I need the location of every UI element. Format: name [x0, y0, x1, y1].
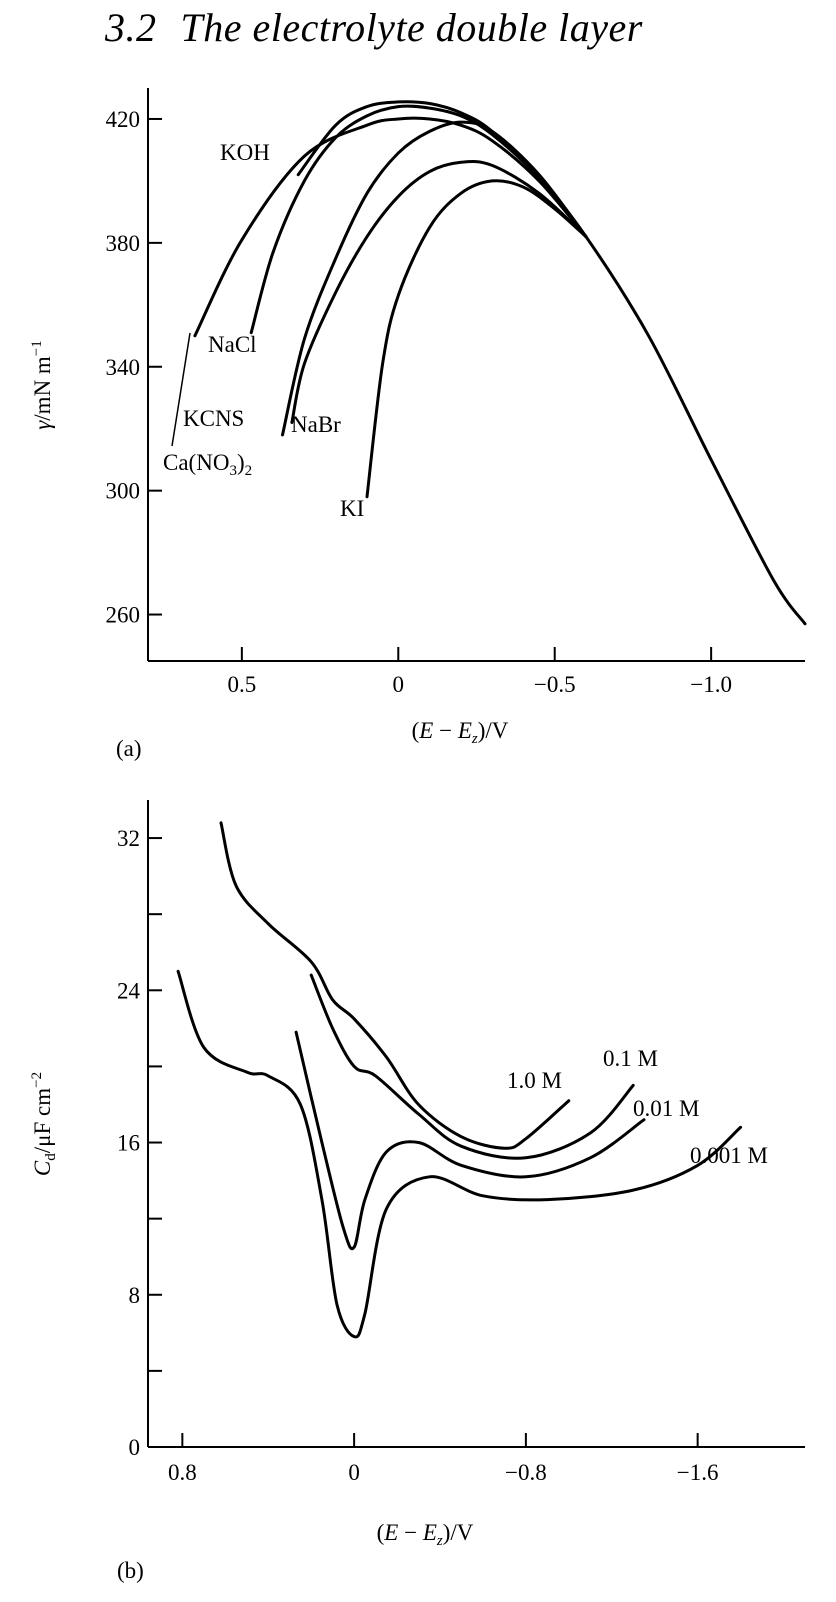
panel-a-y-axis-label: γ/mN m−1 — [29, 340, 55, 430]
panel-a-ticks: 260 300 340 380 420 0.5 0 −0.5 −1.0 — [106, 107, 733, 697]
curve-label-0-1m: 0.1 M — [603, 1046, 658, 1071]
curve-label-nabr: NaBr — [291, 412, 341, 437]
curve-label-ki: KI — [340, 496, 364, 521]
section-title: The electrolyte double layer — [180, 5, 643, 50]
series-line-0-1-m — [309, 973, 635, 1160]
y-tick-label: 16 — [117, 1131, 140, 1156]
panel-b-ticks: 0 8 16 24 32 0.8 0 −0.8 −1.6 — [117, 826, 719, 1485]
series-line-1-0-m — [219, 821, 571, 1150]
y-tick-label: 300 — [106, 479, 141, 504]
x-tick-label: 0.8 — [168, 1460, 197, 1485]
series-line-nacl — [249, 104, 588, 335]
panel-b-x-axis-label: (E − Ez)/V — [377, 1520, 474, 1549]
y-tick-label: 8 — [129, 1283, 141, 1308]
x-tick-label: 0 — [348, 1460, 360, 1485]
curve-label-1-0m: 1.0 M — [507, 1068, 562, 1093]
y-tick-label: 0 — [129, 1435, 141, 1460]
y-tick-label: 340 — [106, 355, 141, 380]
panel-b-label: (b) — [117, 1558, 144, 1583]
curve-label-koh: KOH — [220, 140, 270, 165]
series-line-kcns — [281, 120, 588, 437]
curve-label-nacl: NaCl — [208, 332, 257, 357]
x-tick-label: 0 — [393, 672, 405, 697]
panel-b-y-axis-label: Cd/μF cm−2 — [29, 1072, 59, 1176]
curve-label-0-001m: 0.001 M — [690, 1143, 768, 1168]
x-tick-label: −0.8 — [505, 1460, 547, 1485]
series-line-ki — [365, 179, 588, 499]
y-tick-label: 260 — [106, 603, 141, 628]
panel-a-curve-labels: KOH NaCl KCNS NaBr Ca(NO3)2 KI — [163, 140, 364, 521]
panel-a: 260 300 340 380 420 0.5 0 −0.5 −1.0 KOH NaCl KCN… — [29, 88, 807, 761]
series-line-0-001-m — [176, 969, 743, 1339]
page-title: 3.2 The electrolyte double layer — [105, 4, 643, 51]
y-tick-label: 420 — [106, 107, 141, 132]
panel-a-series — [193, 100, 807, 626]
section-number: 3.2 — [105, 5, 157, 50]
curve-label-cano3: Ca(NO3)2 — [163, 450, 252, 479]
x-tick-label: −1.6 — [677, 1460, 719, 1485]
y-tick-label: 380 — [106, 231, 141, 256]
curve-label-kcns: KCNS — [183, 406, 244, 431]
series-line-nabr — [290, 159, 588, 424]
x-tick-label: 0.5 — [227, 672, 256, 697]
x-tick-label: −1.0 — [690, 672, 732, 697]
panel-b-curve-labels: 1.0 M 0.1 M 0.01 M 0.001 M — [507, 1046, 768, 1168]
curve-label-0-01m: 0.01 M — [633, 1096, 699, 1121]
x-tick-label: −0.5 — [534, 672, 576, 697]
panel-a-axes — [147, 88, 805, 662]
panel-a-label: (a) — [116, 736, 142, 761]
series-line-ca-no — [193, 116, 588, 338]
panel-b-axes — [147, 800, 805, 1448]
y-tick-label: 24 — [117, 978, 141, 1003]
series-line-0-01-m — [294, 1030, 646, 1251]
panel-b: 0 8 16 24 32 0.8 0 −0.8 −1.6 1.0 M 0.1 M 0.01 M … — [29, 800, 805, 1583]
y-tick-label: 32 — [117, 826, 140, 851]
panel-b-series — [176, 821, 743, 1339]
panel-a-x-axis-label: (E − Ez)/V — [412, 718, 509, 747]
leader-line-cano3 — [171, 332, 191, 447]
